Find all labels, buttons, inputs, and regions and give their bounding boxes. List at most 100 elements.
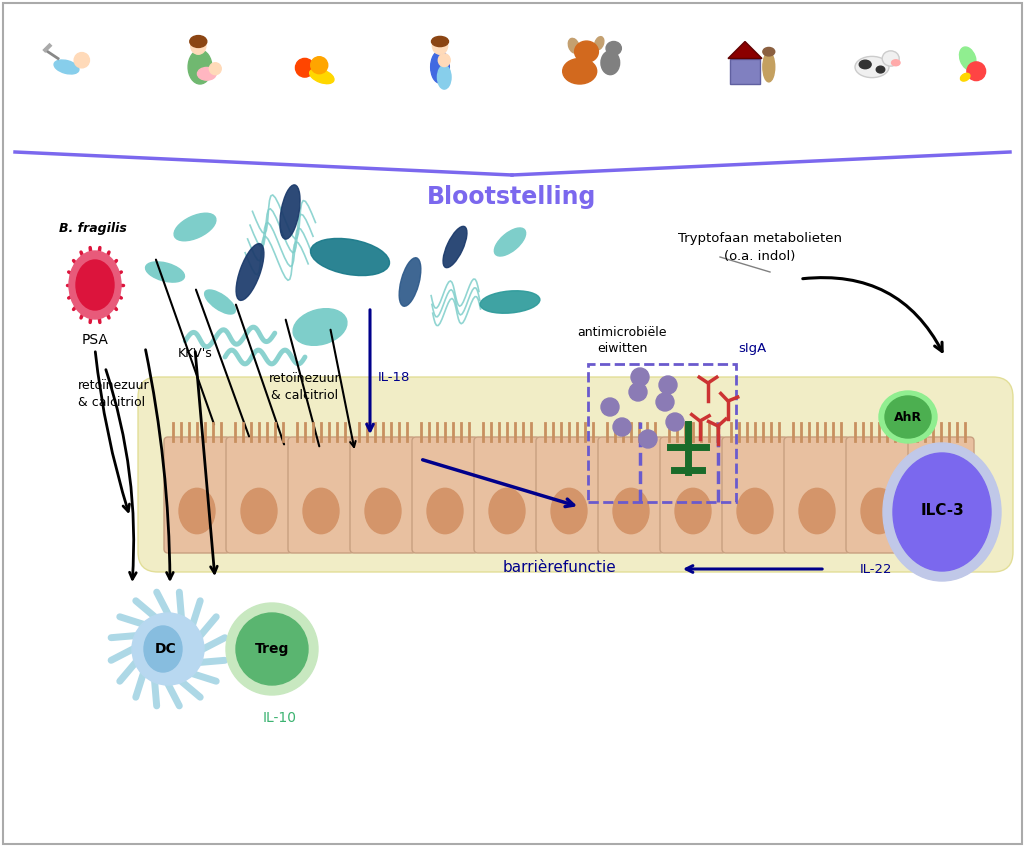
Text: IL-10: IL-10 [263,711,297,725]
Ellipse shape [179,489,215,534]
Ellipse shape [861,489,897,534]
Ellipse shape [967,62,986,80]
Ellipse shape [613,418,631,436]
Ellipse shape [631,368,649,386]
Ellipse shape [594,36,604,50]
Ellipse shape [189,50,212,84]
Ellipse shape [489,489,525,534]
Ellipse shape [893,453,991,571]
FancyBboxPatch shape [908,437,974,553]
FancyBboxPatch shape [288,437,354,553]
Ellipse shape [190,36,207,47]
Ellipse shape [656,393,674,411]
Ellipse shape [146,262,184,282]
FancyBboxPatch shape [138,377,1013,572]
Ellipse shape [666,413,684,431]
Text: Blootstelling: Blootstelling [427,185,597,209]
Ellipse shape [144,626,182,672]
Ellipse shape [800,489,835,534]
Ellipse shape [293,308,346,346]
Text: IL-22: IL-22 [860,562,893,575]
Ellipse shape [132,613,204,685]
Ellipse shape [430,51,449,83]
Ellipse shape [74,53,89,68]
Ellipse shape [198,68,216,80]
Ellipse shape [209,63,221,75]
Ellipse shape [310,69,334,84]
Ellipse shape [174,213,216,241]
Text: barrièrefunctie: barrièrefunctie [503,560,617,574]
Ellipse shape [883,51,899,66]
Text: retoïnezuur
& calcitriol: retoïnezuur & calcitriol [270,372,340,402]
Text: retoïnezuur
& calcitriol: retoïnezuur & calcitriol [78,379,150,409]
Ellipse shape [959,47,976,70]
Ellipse shape [763,47,775,56]
Text: KKV's: KKV's [177,347,212,360]
Text: Tryptofaan metabolieten
(o.a. indol): Tryptofaan metabolieten (o.a. indol) [678,231,842,263]
Ellipse shape [885,396,931,438]
Text: Treg: Treg [255,642,289,656]
Ellipse shape [365,489,401,534]
Ellipse shape [763,53,775,82]
Ellipse shape [76,260,114,310]
Ellipse shape [280,185,300,239]
Ellipse shape [601,51,620,75]
Polygon shape [728,42,762,58]
Ellipse shape [639,430,657,448]
FancyBboxPatch shape [660,437,726,553]
FancyBboxPatch shape [226,437,292,553]
Ellipse shape [433,37,448,54]
Ellipse shape [236,244,263,301]
Ellipse shape [399,257,421,307]
Ellipse shape [311,57,328,74]
Ellipse shape [855,57,889,78]
FancyBboxPatch shape [722,437,788,553]
Text: sIgA: sIgA [738,342,767,355]
Ellipse shape [859,60,871,69]
Ellipse shape [876,66,885,73]
Ellipse shape [432,36,449,47]
Text: ILC-3: ILC-3 [920,502,964,518]
Bar [588,364,736,502]
Ellipse shape [737,489,773,534]
FancyBboxPatch shape [412,437,478,553]
Ellipse shape [551,489,587,534]
Ellipse shape [438,65,451,89]
FancyBboxPatch shape [474,437,540,553]
Ellipse shape [54,60,79,74]
Ellipse shape [883,443,1001,581]
Ellipse shape [241,489,277,534]
Ellipse shape [563,58,597,84]
Text: B. fragilis: B. fragilis [59,222,127,235]
Ellipse shape [924,489,959,534]
FancyBboxPatch shape [536,437,602,553]
Ellipse shape [236,613,308,685]
Ellipse shape [191,37,206,54]
Ellipse shape [675,489,711,534]
FancyBboxPatch shape [164,437,230,553]
Text: PSA: PSA [82,333,109,347]
Ellipse shape [601,398,619,416]
Ellipse shape [629,383,647,401]
Ellipse shape [568,38,579,53]
Ellipse shape [439,54,450,67]
Ellipse shape [879,391,937,443]
Text: IL-18: IL-18 [378,370,410,384]
Text: DC: DC [155,642,177,656]
Ellipse shape [69,251,121,319]
FancyBboxPatch shape [784,437,850,553]
Ellipse shape [575,41,599,63]
Ellipse shape [659,376,677,394]
FancyBboxPatch shape [846,437,912,553]
Ellipse shape [303,489,339,534]
Ellipse shape [613,489,649,534]
FancyBboxPatch shape [730,58,761,84]
Text: AhR: AhR [894,411,922,424]
Ellipse shape [205,290,236,314]
Ellipse shape [960,74,970,81]
Ellipse shape [606,42,621,55]
Ellipse shape [295,58,314,77]
Ellipse shape [226,603,318,695]
Ellipse shape [892,60,900,66]
FancyBboxPatch shape [598,437,664,553]
